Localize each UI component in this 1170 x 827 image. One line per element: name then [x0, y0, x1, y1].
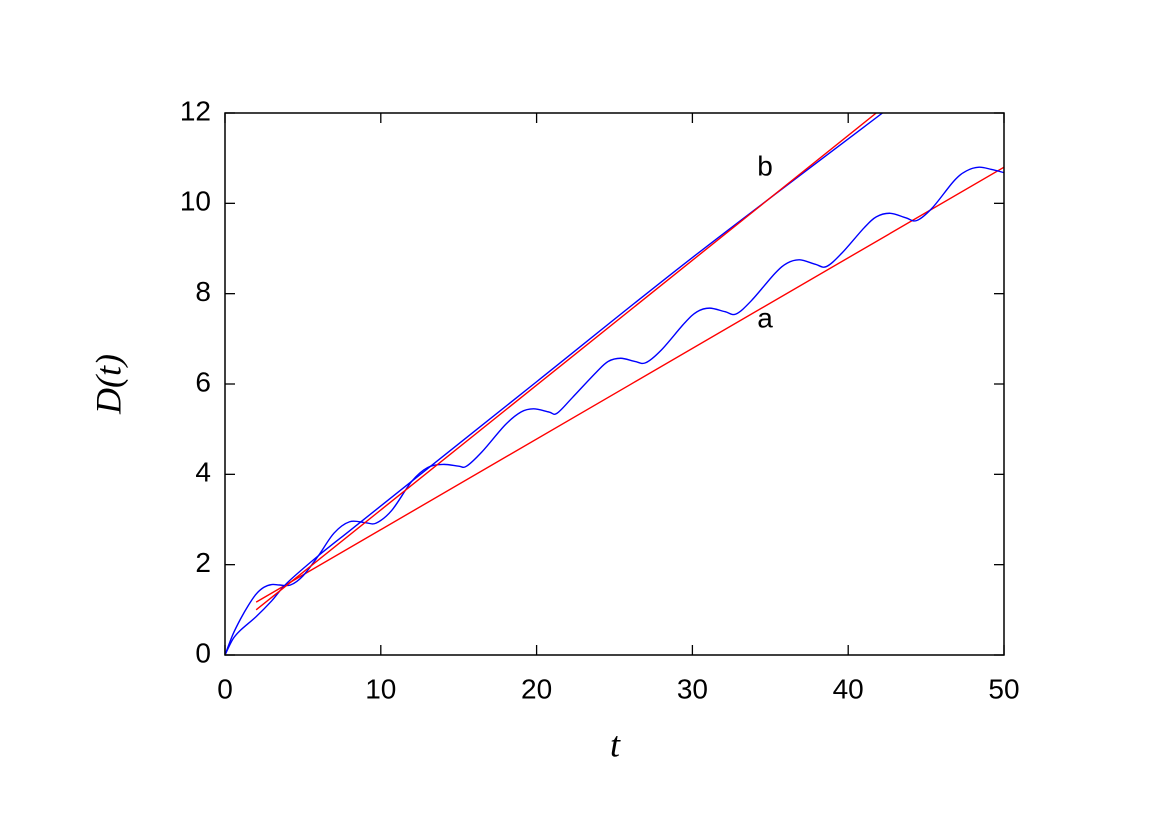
line	[255, 166, 1004, 603]
x-tick-label: 10	[365, 673, 396, 704]
y-tick-label: 6	[195, 366, 211, 397]
y-tick-label: 8	[195, 276, 211, 307]
x-tick-label: 30	[677, 673, 708, 704]
plot-border	[224, 112, 1005, 656]
y-axis-label: D(t)	[88, 354, 128, 415]
x-axis-label: t	[610, 724, 621, 764]
annotation: a	[757, 302, 773, 333]
annotation: b	[757, 150, 773, 181]
y-tick-label: 0	[195, 637, 211, 668]
line	[255, 113, 877, 611]
y-tick-label: 4	[195, 457, 211, 488]
y-tick-label: 2	[195, 547, 211, 578]
line	[225, 113, 883, 655]
x-tick-label: 50	[988, 673, 1019, 704]
x-tick-label: 20	[521, 673, 552, 704]
line	[225, 166, 1004, 655]
x-tick-label: 0	[217, 673, 233, 704]
x-tick-label: 40	[833, 673, 864, 704]
y-tick-label: 10	[180, 186, 211, 217]
y-tick-label: 12	[180, 95, 211, 126]
